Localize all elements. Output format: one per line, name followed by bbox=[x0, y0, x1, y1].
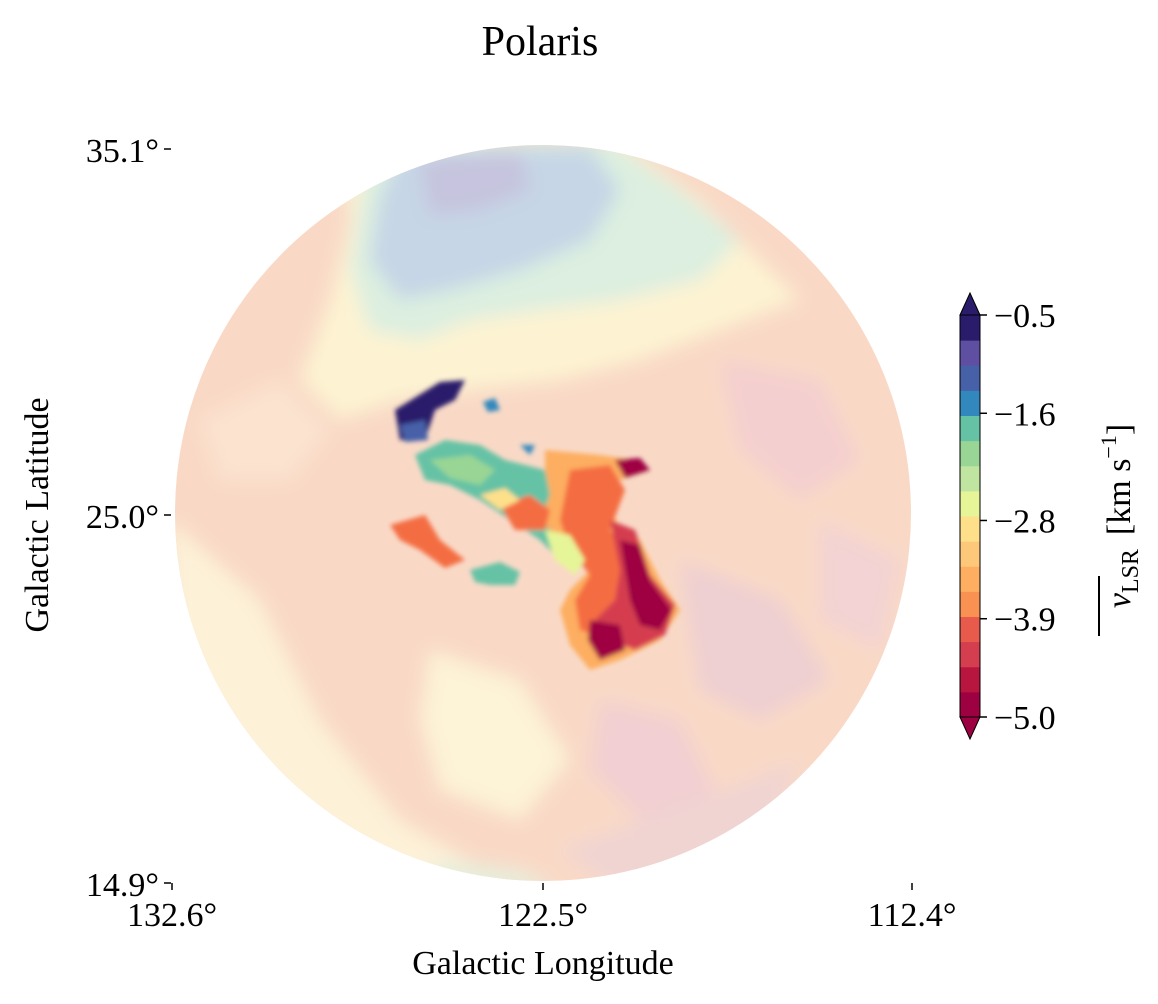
y-tick-label-1: 25.0° bbox=[86, 499, 159, 536]
colorbar-band bbox=[960, 490, 980, 517]
x-tick-label-0: 132.6° bbox=[127, 897, 217, 934]
y-tick-label-0: 35.1° bbox=[86, 133, 159, 170]
y-axis-label: Galactic Latitude bbox=[19, 397, 56, 632]
heatmap-map bbox=[175, 145, 911, 881]
colorbar-bands bbox=[960, 315, 980, 718]
colorbar-band bbox=[960, 516, 980, 542]
heatmap-smooth-field bbox=[175, 145, 900, 881]
colorbar-band bbox=[960, 616, 980, 643]
colorbar-band bbox=[960, 465, 980, 492]
x-axis: 132.6° 122.5° 112.4° Galactic Longitude bbox=[127, 883, 956, 982]
colorbar-label-unit: [km s bbox=[1101, 459, 1138, 536]
x-tick-label-2: 112.4° bbox=[868, 897, 957, 934]
colorbar-label-unit-sup: −1 bbox=[1096, 435, 1121, 458]
colorbar-tick-label: −3.9 bbox=[994, 602, 1056, 639]
y-axis: 35.1° 25.0° 14.9° Galactic Latitude bbox=[19, 133, 171, 904]
colorbar-tick-label: −1.6 bbox=[994, 396, 1056, 433]
colorbar-band bbox=[960, 340, 980, 366]
colorbar-label-unit-end: ] bbox=[1101, 424, 1138, 435]
x-tick-label-1: 122.5° bbox=[498, 897, 588, 934]
colorbar-band bbox=[960, 315, 980, 341]
colorbar-tick-label: −5.0 bbox=[994, 700, 1056, 737]
x-axis-label: Galactic Longitude bbox=[412, 945, 674, 982]
svg-text:vLSR[km s−1]: vLSR [km s−1] bbox=[1096, 424, 1144, 608]
colorbar-tick-label: −0.5 bbox=[994, 298, 1056, 335]
colorbar-label: vLSR [km s−1] bbox=[1096, 424, 1144, 636]
colorbar-band bbox=[960, 591, 980, 617]
colorbar-extend-max bbox=[959, 291, 981, 316]
colorbar-band bbox=[960, 415, 980, 442]
y-tick-label-2: 14.9° bbox=[86, 867, 159, 904]
colorbar-band bbox=[960, 666, 980, 693]
colorbar-extend-min bbox=[959, 716, 981, 741]
colorbar-band bbox=[960, 541, 980, 567]
cloud-region bbox=[390, 380, 680, 670]
colorbar-ticks: −0.5 −1.6 −2.8 −3.9 −5.0 bbox=[980, 298, 1056, 737]
colorbar-frame bbox=[959, 314, 981, 718]
chart-title: Polaris bbox=[482, 19, 599, 65]
colorbar-band bbox=[960, 390, 980, 416]
colorbar-band bbox=[960, 440, 980, 467]
colorbar-band bbox=[960, 566, 980, 592]
colorbar-label-main: v bbox=[1101, 592, 1138, 608]
colorbar-band bbox=[960, 691, 980, 718]
colorbar-band bbox=[960, 641, 980, 668]
colorbar-tick-label: −2.8 bbox=[994, 503, 1056, 540]
colorbar-label-sub: LSR bbox=[1118, 549, 1144, 593]
colorbar: −0.5 −1.6 −2.8 −3.9 −5.0 vLSR [km s−1] bbox=[959, 291, 1144, 741]
colorbar-band bbox=[960, 365, 980, 391]
